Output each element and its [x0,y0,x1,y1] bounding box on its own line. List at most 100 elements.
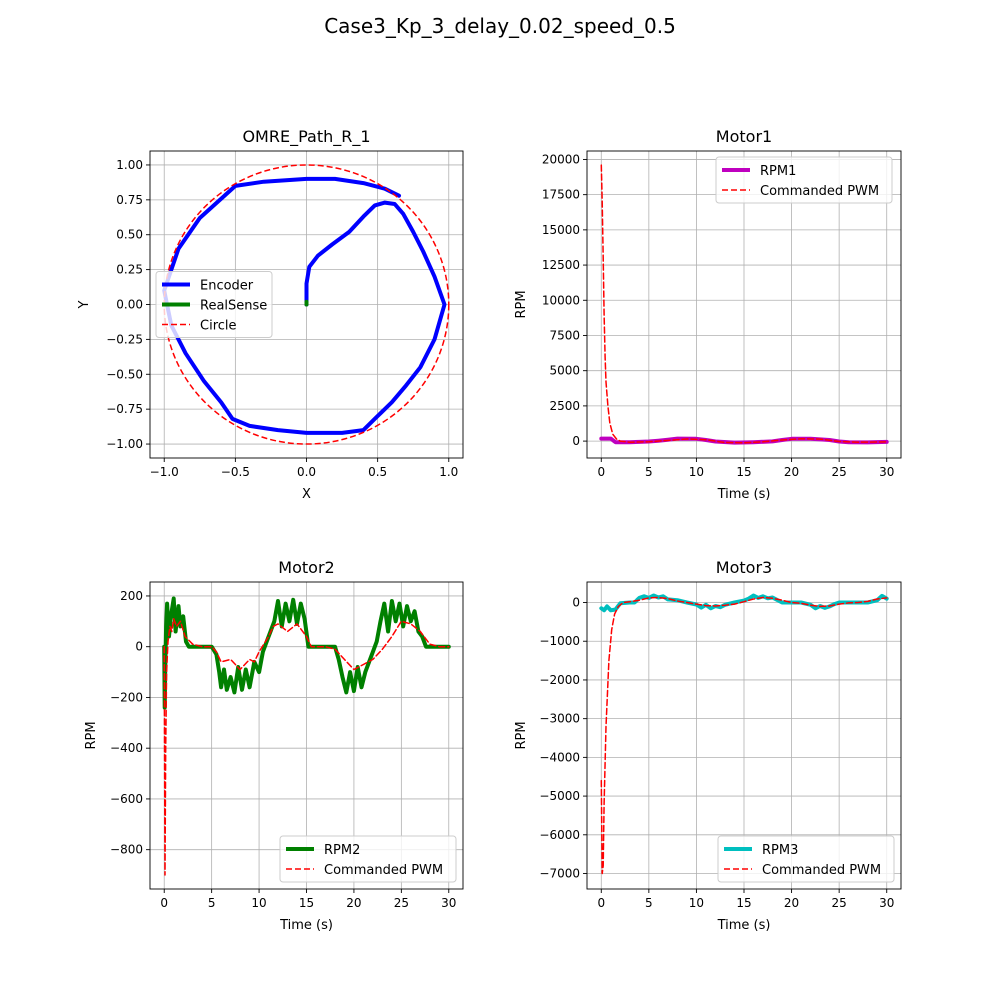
series-encoder [162,176,447,435]
series-rpm2 [162,596,451,710]
y-tick-label: 12500 [542,258,580,272]
y-tick-label: −3000 [539,712,580,726]
x-tick-label: 30 [879,465,894,479]
x-tick-label: 10 [689,896,704,910]
legend-label: RealSense [200,299,267,314]
x-tick-label: 25 [394,896,409,910]
legend-label: RPM3 [762,843,798,858]
y-tick-label: −400 [110,741,143,755]
x-tick-label: 15 [299,896,314,910]
y-tick-label: −5000 [539,789,580,803]
series-rpm1 [599,436,889,445]
series-group [162,596,451,876]
legend-box [279,835,457,883]
y-tick-label: 7500 [549,328,580,342]
x-tick-label: 25 [832,896,847,910]
x-tick-label: 5 [645,465,653,479]
legend-label: RPM2 [324,843,360,858]
y-tick-label: 20000 [542,152,580,166]
y-tick-label: −0.50 [106,367,143,381]
y-tick-label: 0.25 [116,263,143,277]
legend-label: Circle [200,319,237,334]
y-tick-label: −200 [110,690,143,704]
x-axis-label: Time (s) [279,918,333,933]
x-tick-label: 0 [597,896,605,910]
plot-title: OMRE_Path_R_1 [242,127,370,147]
legend-label: Commanded PWM [324,863,443,878]
x-tick-label: 15 [736,896,751,910]
plot-motor1: 0 5 10 15 20 25 30 0 2500 5000 7500 10000 12500 15000… [514,127,902,502]
x-tick-label: −0.5 [221,465,250,479]
y-tick-label: 0.75 [116,193,143,207]
y-tick-label: 17500 [542,188,580,202]
y-tick-label: 0.00 [116,298,143,312]
x-tick-label: 0 [597,465,605,479]
x-tick-label: 0.5 [368,465,387,479]
x-tick-label: 20 [346,896,361,910]
x-tick-label: 1.0 [439,465,458,479]
y-tick-label: −2000 [539,673,580,687]
y-tick-label: −4000 [539,750,580,764]
y-tick-label: 5000 [549,364,580,378]
x-tick-label: 5 [208,896,216,910]
x-tick-label: 20 [784,896,799,910]
x-tick-label: 10 [251,896,266,910]
legend-label: Commanded PWM [760,184,879,199]
y-tick-label: 0 [135,640,143,654]
series-group [599,593,889,875]
x-tick-label: 10 [689,465,704,479]
x-tick-label: 0.0 [297,465,316,479]
y-tick-label: −7000 [539,867,580,881]
legend-box [717,835,895,883]
legend-box [715,156,893,204]
x-tick-label: 5 [645,896,653,910]
plot-title: Motor2 [278,558,334,577]
series-commanded-pwm [600,164,888,444]
plot-title: Motor3 [716,558,772,577]
y-tick-label: 10000 [542,293,580,307]
x-tick-label: 0 [160,896,168,910]
legend: RPM2 Commanded PWM [279,835,457,883]
x-tick-label: −1.0 [150,465,179,479]
y-tick-label: −1.00 [106,437,143,451]
y-tick-label: 1.00 [116,158,143,172]
y-tick-label: −800 [110,843,143,857]
legend: Encoder RealSense Circle [155,271,273,338]
legend-label: RPM1 [760,164,796,179]
x-axis-label: Time (s) [717,918,771,933]
y-axis-label: RPM [514,290,529,318]
y-tick-label: 0 [572,434,580,448]
plot-path: −1.0 −0.5 0.0 0.5 1.0 1.00 0.75 0.50 0.25 0.00 −0.… [77,127,464,502]
y-tick-label: 200 [120,589,143,603]
y-tick-label: −1000 [539,634,580,648]
legend: RPM3 Commanded PWM [717,835,895,883]
y-tick-label: 0.50 [116,228,143,242]
y-tick-label: 15000 [542,223,580,237]
x-axis-label: Time (s) [717,487,771,502]
legend-label: Commanded PWM [762,863,881,878]
x-tick-label: 20 [784,465,799,479]
x-tick-label: 25 [832,465,847,479]
x-tick-label: 30 [879,896,894,910]
y-tick-label: 0 [572,596,580,610]
figure-title: Case3_Kp_3_delay_0.02_speed_0.5 [324,14,676,38]
plot-motor3: 0 5 10 15 20 25 30 0 −1000 −2000 −3000 −4000 −5000 −6… [514,558,902,933]
x-tick-label: 15 [736,465,751,479]
x-axis-label: X [302,487,311,502]
plot-motor2: 0 5 10 15 20 25 30 200 0 −200 −400 −600 −800 Motor2 Ti… [84,558,464,933]
y-axis-label: RPM [84,721,99,749]
y-tick-label: −600 [110,792,143,806]
x-tick-label: 30 [441,896,456,910]
legend-label: Encoder [200,279,254,294]
series-group [599,164,889,445]
y-tick-label: −0.25 [106,332,143,346]
plot-title: Motor1 [716,127,772,146]
y-tick-label: −0.75 [106,402,143,416]
series-commanded-pwm [163,618,450,876]
legend-box [155,271,273,338]
y-axis-label: RPM [514,721,529,749]
legend: RPM1 Commanded PWM [715,156,893,204]
series-commanded-pwm [600,596,888,875]
y-tick-label: −6000 [539,828,580,842]
